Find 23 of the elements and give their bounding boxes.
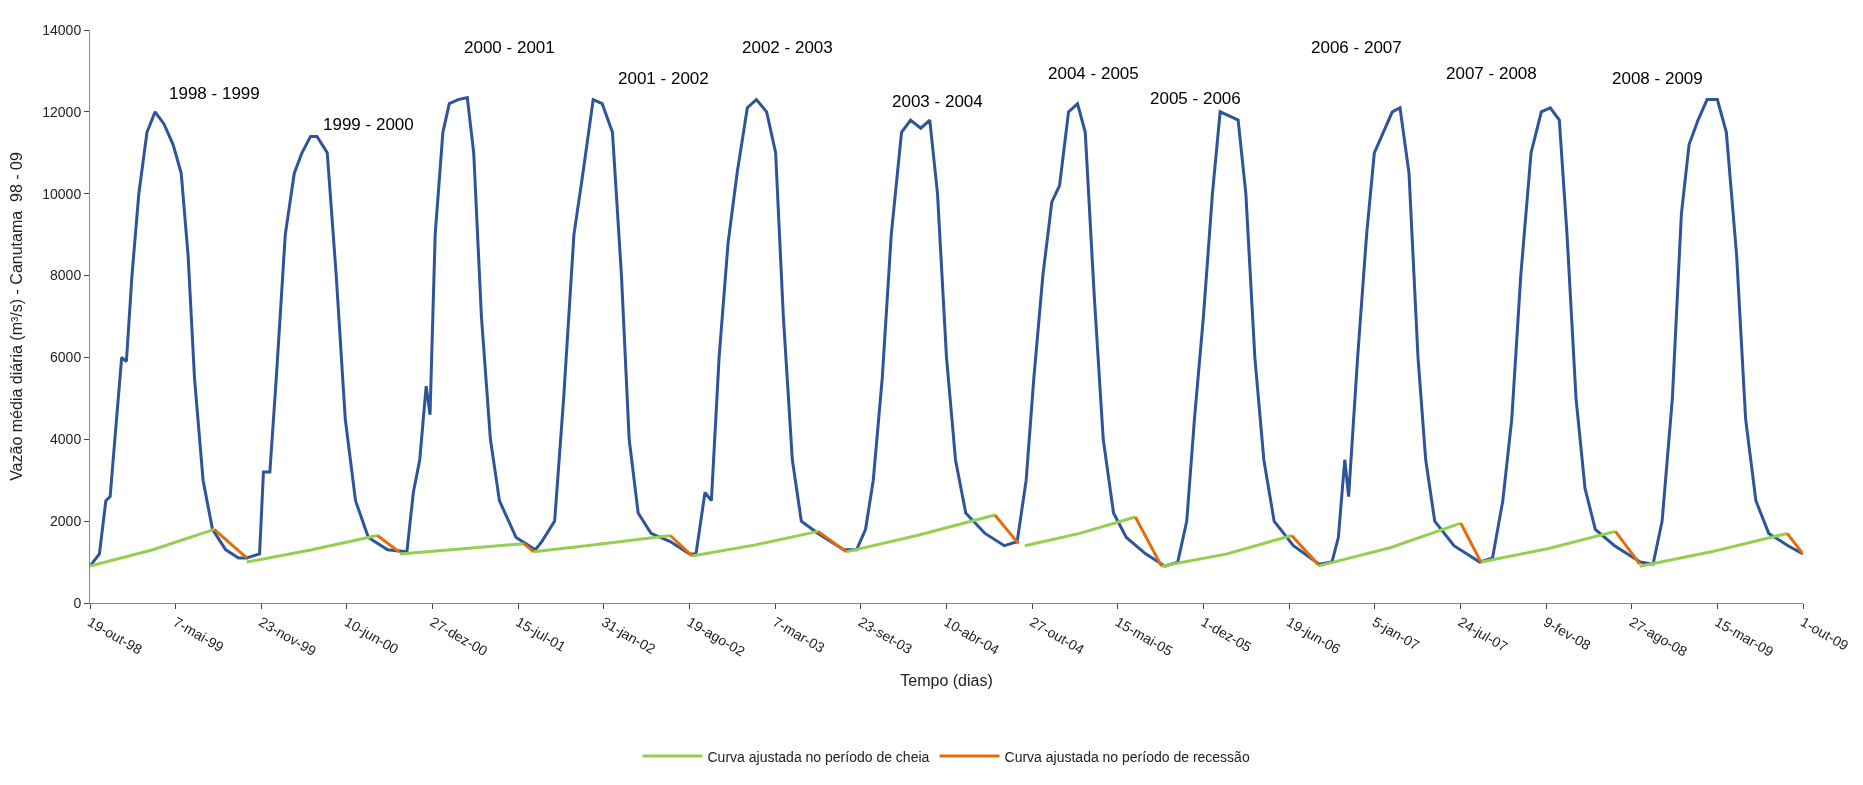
y-axis-title: Vazão média diária (m³/s) - Canutama 98 - 09 [8,152,26,481]
annotation: 2001 - 2002 [618,69,709,88]
y-tick-label: 6000 [50,349,82,366]
annotation: 2006 - 2007 [1311,38,1402,57]
y-tick-label: 14000 [42,21,82,38]
annotation: 2000 - 2001 [464,38,555,57]
y-tick-label: 0 [73,594,82,611]
annotation: 2008 - 2009 [1612,69,1703,88]
x-axis-title: Tempo (dias) [900,671,993,689]
legend-label: Curva ajustada no período de recessão [1004,748,1250,765]
y-tick-label: 10000 [42,185,82,202]
legend-label: Curva ajustada no período de cheia [707,748,930,765]
y-tick-label: 12000 [42,103,82,120]
annotation: 2003 - 2004 [892,92,983,111]
y-tick-label: 4000 [50,431,82,448]
annotation: 2005 - 2006 [1150,89,1241,108]
annotation: 2007 - 2008 [1446,64,1537,83]
annotation: 1998 - 1999 [169,84,260,103]
annotation: 2004 - 2005 [1048,64,1139,83]
y-tick-label: 2000 [50,513,82,530]
y-tick-label: 8000 [50,267,82,284]
annotation: 1999 - 2000 [323,115,414,134]
annotation: 2002 - 2003 [742,38,833,57]
